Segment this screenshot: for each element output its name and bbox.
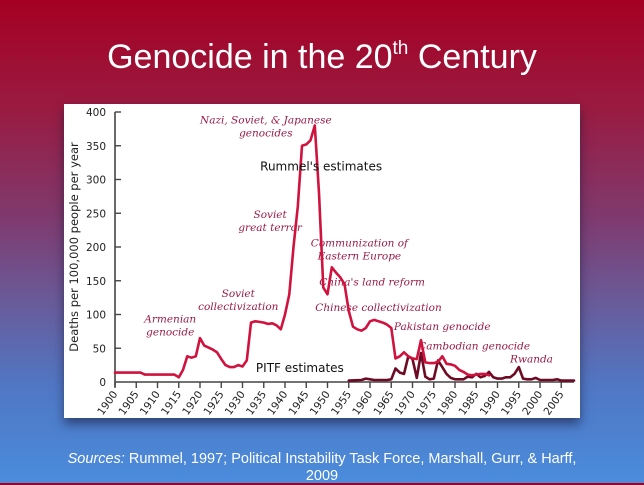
chart-annotation: Soviet collectivization: [198, 288, 279, 313]
chart-series: [113, 124, 576, 382]
title-text-end: Century: [408, 38, 537, 76]
x-tick-label: 1935: [244, 389, 269, 418]
x-tick-label: 1925: [202, 389, 227, 418]
x-tick-label: 1910: [138, 389, 163, 418]
x-tick-label: 1900: [95, 389, 120, 418]
x-tick-label: 2005: [542, 389, 567, 418]
x-tick-label: 1905: [117, 389, 142, 418]
chart-annotation: Cambodian genocide: [418, 341, 530, 353]
x-tick-label: 1975: [414, 389, 439, 418]
y-tick-label: 200: [86, 242, 106, 254]
x-tick-label: 1915: [159, 389, 184, 418]
y-tick-label: 400: [86, 107, 106, 119]
y-tick-label: 150: [86, 276, 106, 288]
y-tick-label: 250: [86, 208, 106, 220]
chart-annotation: Nazi, Soviet, & Japanese genocides: [199, 114, 332, 139]
title-superscript: th: [392, 38, 409, 59]
y-tick-label: 0: [99, 377, 106, 389]
series-labels: Rummel's estimates PITF estimates: [256, 160, 382, 375]
chart-annotation: Chinese collectivization: [315, 302, 442, 314]
x-tick-label: 1960: [350, 389, 375, 418]
x-tick-label: 1950: [308, 389, 333, 418]
x-tick-label: 1940: [265, 389, 290, 418]
rummel-series-line: [113, 124, 491, 379]
y-tick-label: 350: [86, 141, 106, 153]
x-tick-label: 1945: [287, 389, 312, 418]
x-tick-label: 1965: [372, 389, 397, 418]
chart-annotation: Rwanda: [509, 353, 553, 365]
line-chart: 0 50 100 150 200 250 300 350 400 1900190519101915…: [67, 107, 576, 418]
x-tick-label: 1980: [435, 389, 460, 418]
sources-text: Rummel, 1997; Political Instability Task…: [124, 451, 577, 467]
chart-annotation: China's land reform: [319, 276, 425, 288]
x-tick-label: 1985: [457, 389, 482, 418]
title-text: Genocide in the 20: [107, 38, 393, 76]
x-tick-label: 2000: [520, 389, 545, 418]
x-tick-label: 1930: [223, 389, 248, 418]
y-axis-title: Deaths per 100,000 people per year: [67, 142, 81, 352]
chart-annotation: Armenian genocide: [143, 314, 196, 339]
chart-annotation: Pakistan genocide: [393, 321, 491, 333]
sources-label: Sources:: [67, 451, 125, 467]
y-tick-label: 300: [86, 175, 106, 187]
x-tick-label: 1920: [180, 389, 205, 418]
rummel-series-label: Rummel's estimates: [260, 160, 382, 174]
y-tick-label: 100: [86, 310, 106, 322]
chart-annotation: Communization of Eastern Europe: [311, 237, 410, 262]
chart-annotation: Soviet great terror: [238, 209, 303, 234]
x-tick-label: 1990: [478, 389, 503, 418]
pitf-series-label: PITF estimates: [256, 361, 344, 375]
sources-caption: Sources: Rummel, 1997; Political Instabi…: [0, 451, 644, 485]
x-tick-label: 1955: [329, 389, 354, 418]
y-tick-label: 50: [93, 343, 106, 355]
sources-year: 2009: [305, 468, 339, 484]
x-tick-label: 1970: [393, 389, 418, 418]
chart-panel: 0 50 100 150 200 250 300 350 400 1900 1905 1910 1915…: [64, 104, 580, 418]
x-tick-label: 1995: [499, 389, 524, 418]
pitf-series-line: [347, 351, 576, 382]
slide-title: Genocide in the 20th Century: [0, 38, 644, 77]
